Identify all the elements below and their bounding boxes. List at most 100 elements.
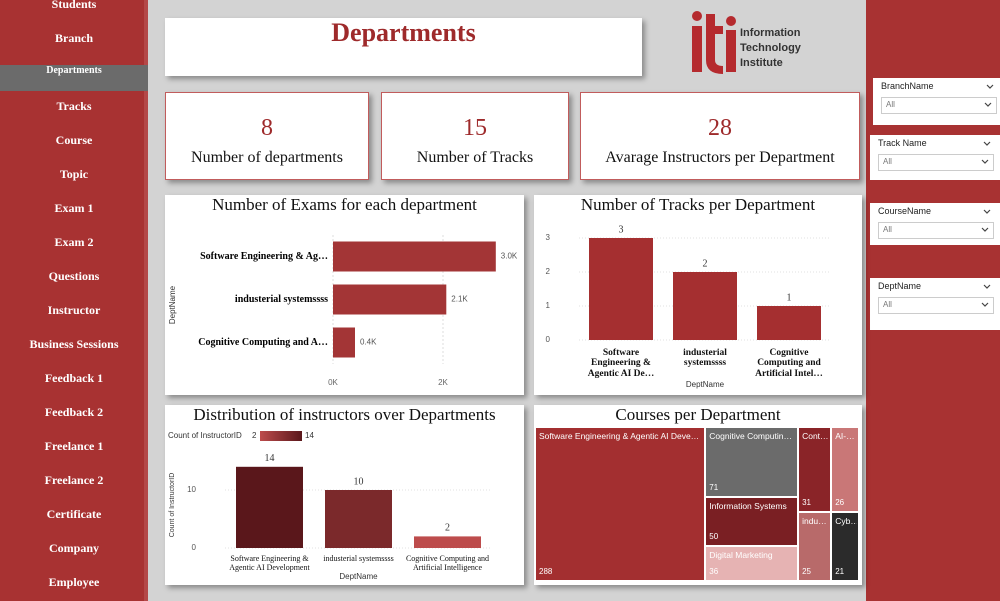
y-tick-label: 10 — [187, 485, 196, 494]
chart-card: Courses per Department Software Engineeri… — [534, 405, 862, 585]
x-tick-label: Cognitive Computing and Artificial Intel… — [405, 554, 490, 572]
slicer: BranchName All — [873, 78, 1000, 125]
slicer-chevron — [983, 141, 991, 146]
nav-item[interactable]: Course — [55, 133, 93, 147]
treemap-cell: Cont… 31 — [799, 428, 831, 512]
kpi-label: Number of departments — [191, 149, 343, 166]
slicer-value: All — [886, 100, 895, 109]
x-tick-label: 0K — [328, 378, 338, 387]
filter-panel: BranchName All Track Name All CourseName All D… — [866, 0, 1000, 601]
nav-item[interactable]: Business Sessions — [29, 337, 119, 351]
dropdown-chevron — [984, 102, 992, 107]
chart-title: Courses per Department — [615, 405, 781, 424]
treemap-label: Cont… — [802, 431, 829, 441]
nav-item[interactable]: Branch — [54, 31, 93, 45]
chevron — [984, 102, 992, 107]
treemap-cell: indu… 25 — [799, 513, 831, 580]
logo-text: Institute — [740, 57, 783, 69]
slicer-dropdown[interactable]: All — [878, 222, 994, 239]
bar — [414, 536, 481, 548]
nav-item[interactable]: Certificate — [46, 507, 102, 521]
y-tick-label: Cognitive Computing and A… — [198, 336, 328, 348]
slicer-label: CourseName — [878, 206, 932, 216]
nav-item[interactable]: Freelance 1 — [44, 439, 104, 453]
nav-item[interactable]: Exam 2 — [54, 235, 94, 249]
slicer-value: All — [883, 300, 892, 309]
slicer-dropdown[interactable]: All — [878, 154, 994, 171]
bar — [236, 466, 303, 548]
kpi-value: 8 — [261, 115, 273, 141]
data-label: 2 — [703, 258, 708, 269]
nav-item[interactable]: Exam 1 — [54, 201, 94, 215]
treemap-value: 50 — [709, 531, 719, 541]
slicer-label: Track Name — [878, 138, 927, 148]
treemap-value: 288 — [539, 567, 553, 576]
slicer: DeptName All — [870, 278, 1000, 330]
title-box: Departments — [165, 18, 642, 76]
legend-gradient — [260, 431, 302, 441]
bar — [673, 272, 737, 340]
chart-card: 0 10 14 10 2 DeptName Count of InstructorID Cou… — [165, 405, 524, 585]
nav-item[interactable]: Employee — [48, 575, 100, 589]
logo: Information Technology Institute — [692, 11, 802, 74]
nav-item[interactable]: Tracks — [56, 99, 92, 113]
chevron — [986, 84, 994, 89]
kpi-value: 15 — [463, 115, 487, 141]
chevron — [983, 209, 991, 214]
legend-min: 2 — [252, 431, 257, 440]
bar — [325, 490, 392, 548]
y-tick-label: 0 — [192, 543, 197, 552]
y-tick-label: 2 — [546, 267, 551, 276]
kpi-card: 8 Number of departments — [165, 92, 369, 180]
y-axis-label: DeptName — [168, 285, 177, 324]
chevron — [981, 302, 989, 307]
chart-card: 0K 2K 3.0K 2.1K 0.4K DeptName Number of Exams … — [165, 195, 524, 395]
nav-item[interactable]: Company — [48, 541, 99, 555]
slicer-value: All — [883, 157, 892, 166]
slicer-label: BranchName — [881, 81, 934, 91]
bar — [333, 327, 355, 358]
data-label: 2 — [445, 523, 450, 534]
treemap-label: Cyb… — [835, 516, 857, 527]
nav-item[interactable]: Feedback 2 — [44, 405, 104, 419]
page-title: Departments — [331, 18, 476, 47]
logo-text: Technology — [740, 42, 802, 54]
y-tick-label: 3 — [546, 233, 551, 242]
x-tick-label: Cognitive Computing and Artificial Intel… — [755, 348, 823, 379]
nav-item-active[interactable]: Departments — [0, 65, 148, 91]
bar — [757, 306, 821, 340]
treemap-label: Software Engineering & Agentic AI Deve… — [539, 431, 700, 441]
slicer-dropdown[interactable]: All — [881, 97, 997, 114]
treemap-cell: Cyb… 21 — [832, 513, 858, 580]
nav-item[interactable]: Students — [51, 0, 97, 11]
treemap-label: indu… — [802, 516, 827, 527]
legend-title: Count of InstructorID — [168, 431, 242, 440]
slicer-dropdown[interactable]: All — [878, 297, 994, 314]
kpi-card: 28 Avarage Instructors per Department — [580, 92, 860, 180]
x-tick-label: Software Engineering & Agentic AI Develo… — [229, 554, 310, 572]
slicer: CourseName All — [870, 203, 1000, 245]
x-tick-label: 2K — [438, 378, 448, 387]
y-tick-label: Software Engineering & Ag… — [200, 250, 328, 262]
nav-item[interactable]: Instructor — [47, 303, 101, 317]
chevron — [981, 159, 989, 164]
nav-item[interactable]: Topic — [59, 167, 89, 181]
treemap-value: 21 — [835, 566, 845, 576]
treemap-value: 71 — [709, 482, 719, 492]
slicer-chevron — [983, 209, 991, 214]
chart-title: Number of Tracks per Department — [580, 195, 816, 214]
treemap-cell: AI-… 26 — [832, 428, 858, 512]
treemap-label: Digital Marketing — [709, 549, 773, 560]
treemap-cell: Cognitive Computin… 71 — [706, 428, 798, 496]
nav-item[interactable]: Questions — [48, 269, 100, 283]
nav-item[interactable]: Freelance 2 — [44, 473, 104, 487]
nav-item[interactable]: Feedback 1 — [44, 371, 104, 385]
treemap-cell: Digital Marketing 36 — [706, 546, 798, 580]
logo-text: Information — [740, 27, 801, 39]
x-axis-label: DeptName — [686, 380, 725, 389]
dropdown-chevron — [981, 302, 989, 307]
legend-max: 14 — [305, 431, 314, 440]
kpi-card: 15 Number of Tracks — [381, 92, 569, 180]
data-label: 10 — [354, 476, 364, 487]
